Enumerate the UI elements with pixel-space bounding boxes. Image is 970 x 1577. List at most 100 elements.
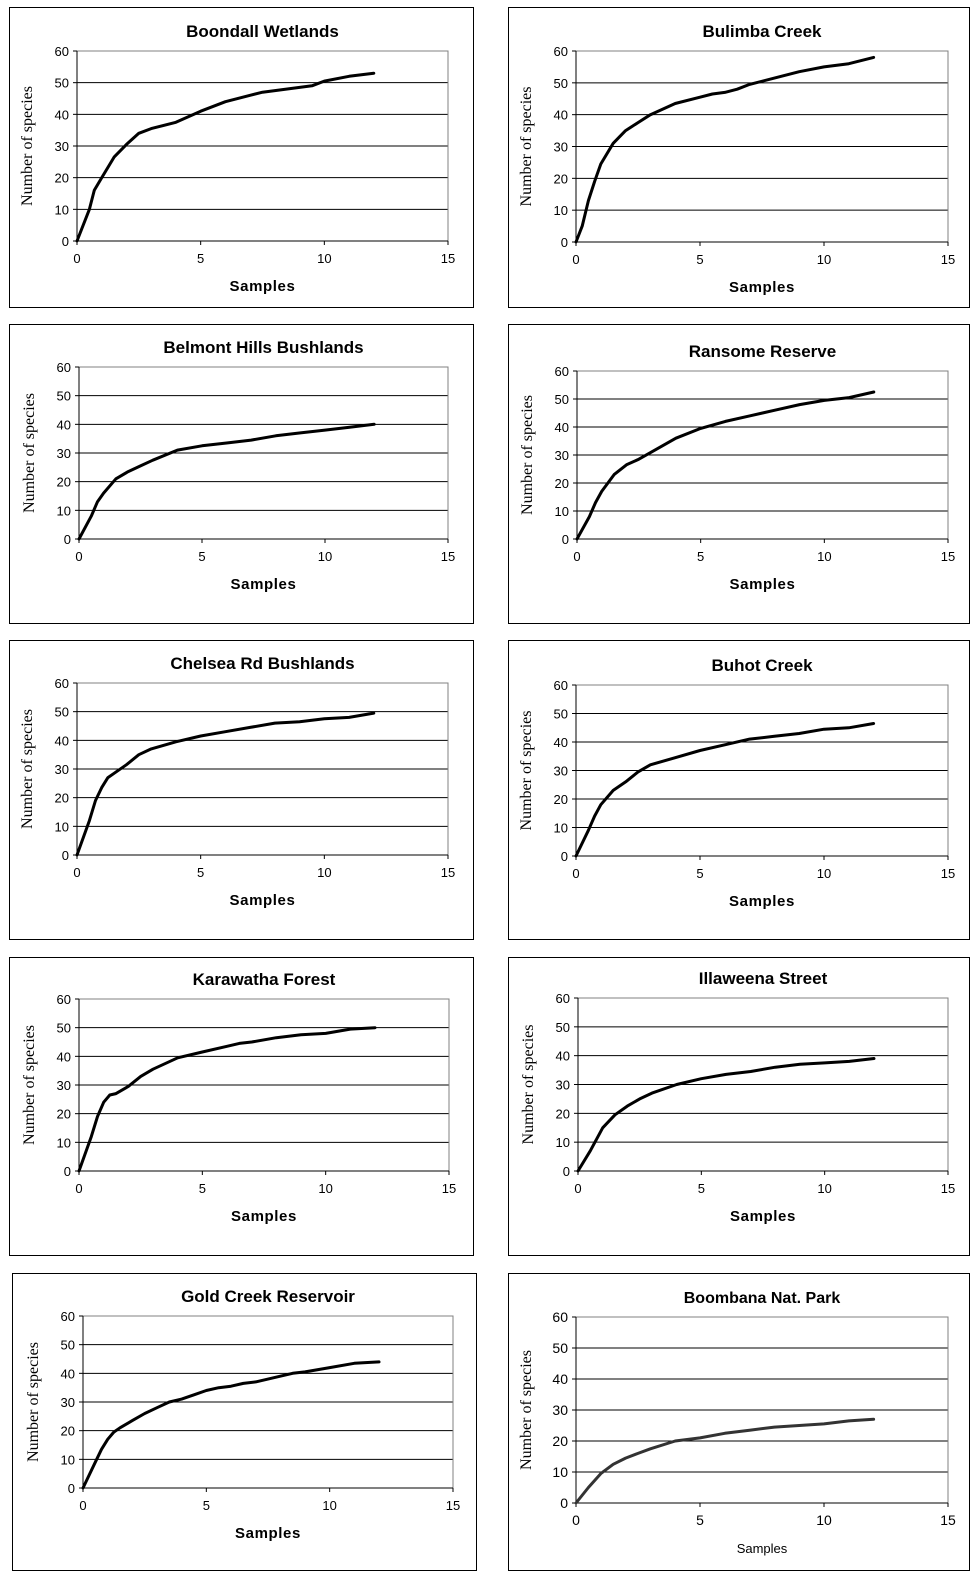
chart: Belmont Hills Bushlands 0 10 20 30 40 50 60 0 5 10… — [21, 338, 455, 593]
x-tick-label: 15 — [441, 251, 455, 266]
y-axis-label: Number of species — [19, 709, 36, 829]
y-tick-label: 20 — [61, 1424, 75, 1439]
chart-panel: Bulimba Creek 0 10 20 30 40 50 60 0 5 10 15 Samples N… — [508, 7, 970, 308]
y-axis-label: Number of species — [518, 1350, 535, 1470]
y-tick-label: 50 — [61, 1338, 75, 1353]
chart-panel: Ransome Reserve 0 10 20 30 40 50 60 0 5 10 15 Sample… — [508, 324, 970, 624]
y-tick-label: 60 — [555, 364, 569, 379]
y-tick-label: 30 — [57, 1078, 71, 1093]
y-tick-label: 50 — [57, 1021, 71, 1036]
x-tick-label: 5 — [197, 865, 204, 880]
chart: Boondall Wetlands 0 10 20 30 40 50 60 0 5 10 15 Samp… — [19, 22, 455, 295]
x-axis-label: Samples — [230, 278, 296, 295]
x-tick-label: 0 — [75, 549, 82, 564]
series-line — [81, 1360, 381, 1490]
chart-title: Bulimba Creek — [702, 22, 822, 41]
x-tick-label: 0 — [73, 865, 80, 880]
x-tick-label: 15 — [940, 1512, 956, 1528]
y-tick-label: 0 — [560, 1495, 568, 1511]
x-tick-label: 15 — [441, 865, 455, 880]
chart-title: Belmont Hills Bushlands — [163, 338, 363, 357]
y-tick-label: 10 — [552, 1464, 568, 1480]
y-tick-label: 10 — [57, 503, 71, 518]
x-tick-label: 10 — [817, 252, 831, 267]
x-tick-label: 5 — [698, 1181, 705, 1196]
y-axis-label: Number of species — [519, 395, 536, 515]
y-tick-label: 40 — [556, 1049, 570, 1064]
y-tick-label: 50 — [554, 707, 568, 722]
y-axis-label: Number of species — [19, 86, 36, 206]
x-tick-label: 10 — [816, 1512, 832, 1528]
y-tick-label: 40 — [61, 1366, 75, 1381]
series-line — [574, 55, 876, 244]
chart-panel: Karawatha Forest 0 10 20 30 40 50 60 0 5 10 15 Sampl… — [9, 957, 474, 1256]
y-axis-label: Number of species — [21, 393, 38, 513]
y-tick-label: 50 — [57, 389, 71, 404]
x-axis-label: Samples — [737, 1541, 788, 1556]
x-axis-label: Samples — [230, 892, 296, 909]
x-tick-label: 0 — [573, 549, 580, 564]
chart-panel: Buhot Creek 0 10 20 30 40 50 60 0 5 10 15 Samples Num… — [508, 640, 970, 940]
x-axis-label: Samples — [231, 1208, 297, 1225]
y-tick-label: 40 — [57, 417, 71, 432]
series-line — [77, 1026, 377, 1173]
chart-panel: Boondall Wetlands 0 10 20 30 40 50 60 0 5 10 15 Samp… — [9, 7, 474, 308]
chart: Boombana Nat. Park 0 10 20 30 40 50 60 0 5 10 15 Sam… — [518, 1290, 956, 1556]
y-tick-label: 20 — [554, 171, 568, 186]
y-tick-label: 60 — [55, 44, 69, 59]
chart-title: Boondall Wetlands — [186, 22, 339, 41]
y-tick-label: 60 — [57, 992, 71, 1007]
series-line — [574, 1417, 876, 1505]
x-tick-label: 5 — [203, 1498, 210, 1513]
y-tick-label: 30 — [556, 1078, 570, 1093]
y-tick-label: 60 — [554, 44, 568, 59]
y-tick-label: 0 — [64, 532, 71, 547]
x-tick-label: 0 — [572, 1512, 580, 1528]
y-tick-label: 0 — [64, 1164, 71, 1179]
x-tick-label: 0 — [572, 866, 579, 881]
y-tick-label: 10 — [55, 819, 69, 834]
chart: Bulimba Creek 0 10 20 30 40 50 60 0 5 10 15 Samples N… — [518, 22, 955, 296]
x-axis-label: Samples — [729, 279, 795, 296]
y-tick-label: 20 — [554, 792, 568, 807]
x-tick-label: 10 — [317, 251, 331, 266]
x-tick-label: 15 — [941, 252, 955, 267]
x-tick-label: 0 — [75, 1181, 82, 1196]
y-tick-label: 60 — [552, 1309, 568, 1325]
y-tick-label: 0 — [68, 1481, 75, 1496]
y-tick-label: 0 — [563, 1164, 570, 1179]
chart-title: Buhot Creek — [711, 656, 813, 675]
y-tick-label: 50 — [552, 1340, 568, 1356]
x-tick-label: 5 — [198, 549, 205, 564]
y-tick-label: 40 — [554, 108, 568, 123]
y-tick-label: 60 — [61, 1309, 75, 1324]
x-tick-label: 10 — [817, 1181, 831, 1196]
y-tick-label: 30 — [554, 764, 568, 779]
x-tick-label: 15 — [941, 549, 955, 564]
series-line — [575, 390, 876, 541]
x-tick-label: 5 — [197, 251, 204, 266]
y-tick-label: 30 — [555, 448, 569, 463]
y-tick-label: 10 — [55, 202, 69, 217]
y-tick-label: 10 — [554, 821, 568, 836]
series-line — [77, 422, 376, 541]
chart-title: Boombana Nat. Park — [684, 1290, 841, 1307]
chart-panel: Illaweena Street 0 10 20 30 40 50 60 0 5 10 15 Sampl… — [508, 957, 970, 1256]
chart-title: Chelsea Rd Bushlands — [170, 654, 354, 673]
y-tick-label: 10 — [555, 504, 569, 519]
x-tick-label: 15 — [442, 1181, 456, 1196]
y-tick-label: 40 — [552, 1371, 568, 1387]
y-tick-label: 40 — [55, 107, 69, 122]
y-tick-label: 20 — [55, 791, 69, 806]
chart-title: Illaweena Street — [699, 969, 828, 988]
x-axis-label: Samples — [231, 576, 297, 593]
chart: Gold Creek Reservoir 0 10 20 30 40 50 60 0 5 10 15 S… — [25, 1287, 460, 1542]
x-tick-label: 0 — [572, 252, 579, 267]
y-tick-label: 30 — [61, 1395, 75, 1410]
y-tick-label: 20 — [556, 1106, 570, 1121]
x-tick-label: 10 — [318, 549, 332, 564]
x-tick-label: 10 — [317, 865, 331, 880]
x-tick-label: 10 — [318, 1181, 332, 1196]
y-tick-label: 60 — [55, 676, 69, 691]
x-tick-label: 15 — [446, 1498, 460, 1513]
